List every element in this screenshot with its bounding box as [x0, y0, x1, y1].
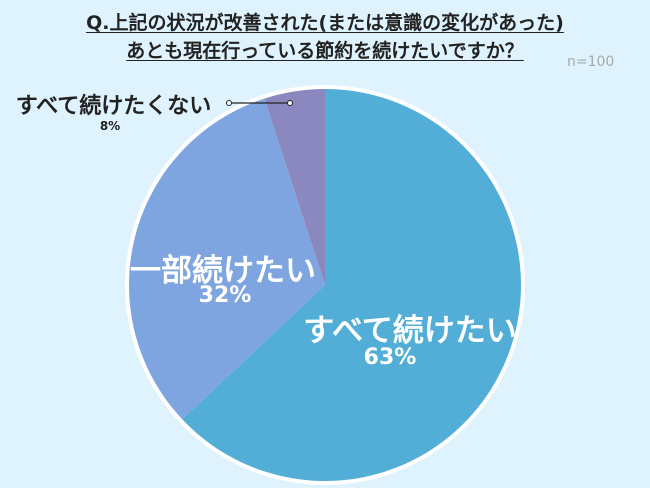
slice-label-all-continue: すべて続けたい	[303, 313, 517, 349]
slice-label-partial-continue: 一部続けたい	[130, 253, 316, 289]
data-label-8: 8%	[99, 119, 121, 133]
sample-size: n=100	[567, 54, 615, 70]
data-label-63: 63%	[363, 345, 417, 370]
pie-slice-1	[182, 89, 522, 481]
slice-label-not-continue: すべて続けたくない	[15, 94, 212, 119]
pie-slice-2	[129, 98, 325, 420]
leader-dot-start	[226, 100, 232, 106]
chart-title-line1: Q.上記の状況が改善された(または意識の変化があった)	[86, 12, 564, 34]
data-label-32: 32%	[198, 283, 252, 308]
leader-dot-end	[287, 100, 293, 106]
pie-slice-3	[264, 89, 325, 285]
chart-title-line2: あとも現在行っている節約を続けたいですか？	[126, 40, 524, 62]
